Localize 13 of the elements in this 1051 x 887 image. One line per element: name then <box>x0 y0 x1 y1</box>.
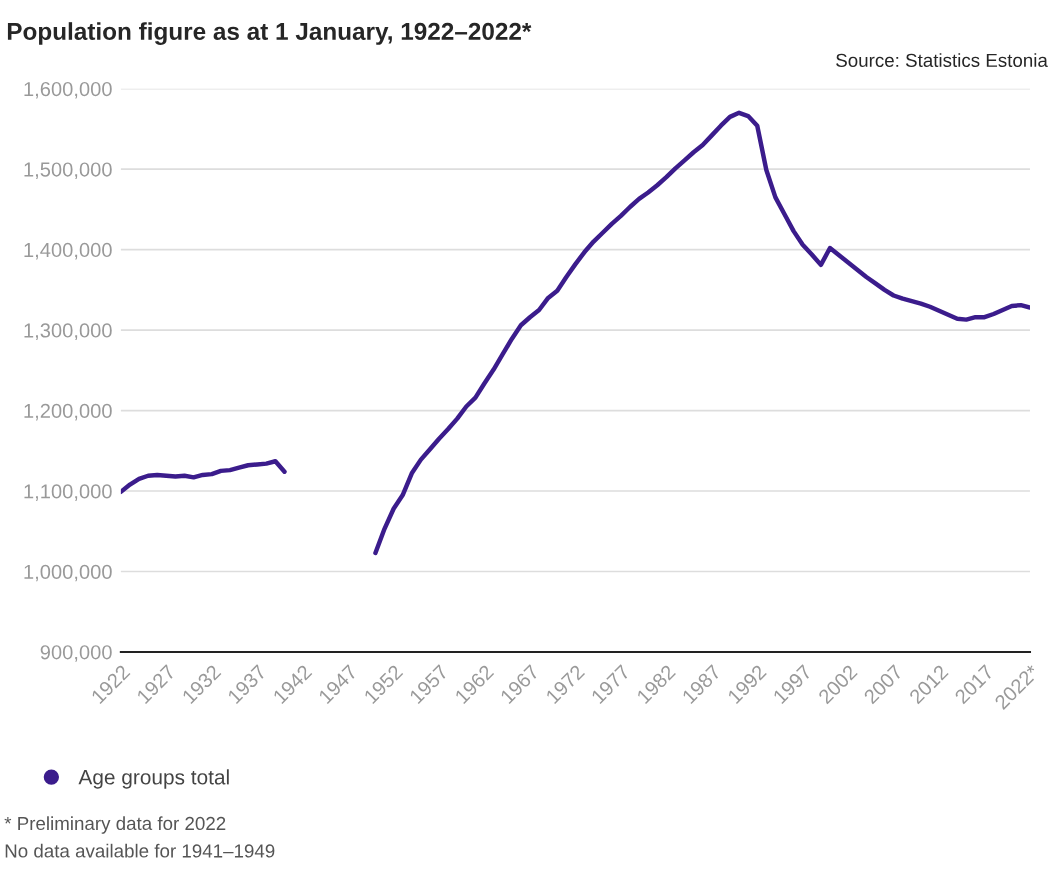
y-tick-label: 1,300,000 <box>24 323 112 340</box>
y-tick-label: 1,600,000 <box>24 81 112 99</box>
y-tick-label: 1,400,000 <box>24 242 112 260</box>
chart-title: Population figure as at 1 January, 1922–2022* <box>7 22 532 45</box>
y-tick-label: 1,100,000 <box>24 484 112 501</box>
y-tick-label: 900,000 <box>40 645 112 662</box>
y-tick-label: 1,500,000 <box>24 162 112 180</box>
source-note: Source: Statistics Estonia <box>836 53 1048 67</box>
text: * Preliminary data for 2022 <box>4 816 226 834</box>
text: No data available for 1941–1949 <box>5 843 275 858</box>
y-tick-label: 1,200,000 <box>24 403 112 421</box>
legend-label: Age groups total <box>78 769 229 789</box>
y-tick-label: 1,000,000 <box>24 564 112 582</box>
